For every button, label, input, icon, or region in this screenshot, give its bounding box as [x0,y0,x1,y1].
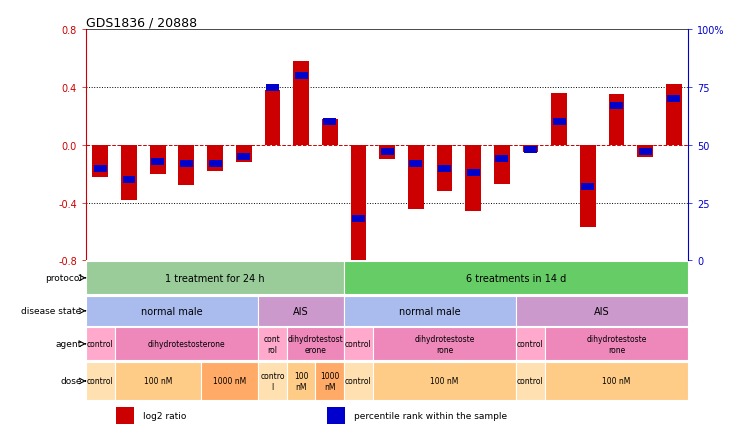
Text: dihydrotestosterone: dihydrotestosterone [147,339,225,349]
Text: normal male: normal male [399,306,461,316]
Bar [467,170,479,177]
Bar [639,149,652,156]
Bar [209,161,221,168]
Text: control: control [87,339,114,349]
Bar [266,85,279,92]
Bar [86,262,344,295]
Bar [258,327,286,361]
Bar [258,362,286,400]
Bar [581,184,594,191]
Bar [580,146,595,228]
Bar [344,362,373,400]
Bar [344,296,516,326]
Text: AIS: AIS [595,306,610,316]
Text: dihydrotestoste
rone: dihydrotestoste rone [414,334,475,354]
Text: percentile rank within the sample: percentile rank within the sample [354,411,507,420]
Text: 100 nM: 100 nM [430,377,459,385]
Bar [86,327,114,361]
Bar [352,216,365,223]
Text: 1000
nM: 1000 nM [320,372,340,391]
Bar [93,146,108,178]
Text: AIS: AIS [293,306,309,316]
Bar [295,73,307,80]
Text: GDS1836 / 20888: GDS1836 / 20888 [86,16,197,29]
Bar [114,327,258,361]
Bar [610,103,623,110]
Bar [94,165,107,172]
Bar [322,120,337,146]
Bar [237,154,250,161]
Bar [293,62,309,146]
Bar [116,407,134,424]
Bar [258,296,344,326]
Bar [381,149,393,156]
Bar [86,362,114,400]
Text: control: control [517,339,544,349]
Bar [151,158,164,165]
Bar [551,94,567,146]
Text: control: control [345,339,372,349]
Bar [344,262,688,295]
Bar [438,165,451,172]
Bar [121,146,137,201]
Bar [286,362,316,400]
Bar [495,156,508,163]
Bar [465,146,481,212]
Text: contro
l: contro l [260,372,285,391]
Bar [316,362,344,400]
Text: control: control [87,377,114,385]
Bar [265,91,280,146]
Bar [373,327,516,361]
Bar [180,161,193,168]
Bar [286,327,344,361]
Text: dose: dose [61,377,82,385]
Bar [516,296,688,326]
Text: dihydrotestost
erone: dihydrotestost erone [287,334,343,354]
Text: 100 nM: 100 nM [602,377,631,385]
Text: agent: agent [55,339,82,349]
Text: protocol: protocol [45,274,82,283]
Bar [408,146,423,209]
Text: control: control [517,377,544,385]
Bar [86,296,258,326]
Text: 100
nM: 100 nM [294,372,308,391]
Text: dihydrotestoste
rone: dihydrotestoste rone [586,334,647,354]
Bar [516,327,545,361]
Bar [516,362,545,400]
Text: 6 treatments in 14 d: 6 treatments in 14 d [466,273,566,283]
Bar [123,177,135,184]
Bar [236,146,251,163]
Text: 1 treatment for 24 h: 1 treatment for 24 h [165,273,265,283]
Text: cont
rol: cont rol [264,334,280,354]
Bar [351,146,367,261]
Text: log2 ratio: log2 ratio [143,411,186,420]
Bar [637,146,653,157]
Text: disease state: disease state [22,307,82,316]
Bar [553,119,565,126]
Text: 1000 nM: 1000 nM [212,377,246,385]
Bar [327,407,345,424]
Bar [524,147,537,154]
Text: normal male: normal male [141,306,203,316]
Bar [437,146,453,192]
Bar [344,327,373,361]
Bar [373,362,516,400]
Bar [609,95,625,146]
Bar [667,96,680,103]
Bar [379,146,395,160]
Bar [150,146,165,174]
Bar [523,146,539,153]
Bar [179,146,194,186]
Bar [545,327,688,361]
Bar [114,362,200,400]
Bar [494,146,509,184]
Bar [545,362,688,400]
Bar [200,362,258,400]
Bar [409,161,422,168]
Bar [207,146,223,171]
Bar [666,85,681,146]
Bar [323,119,336,126]
Text: 100 nM: 100 nM [144,377,172,385]
Text: control: control [345,377,372,385]
